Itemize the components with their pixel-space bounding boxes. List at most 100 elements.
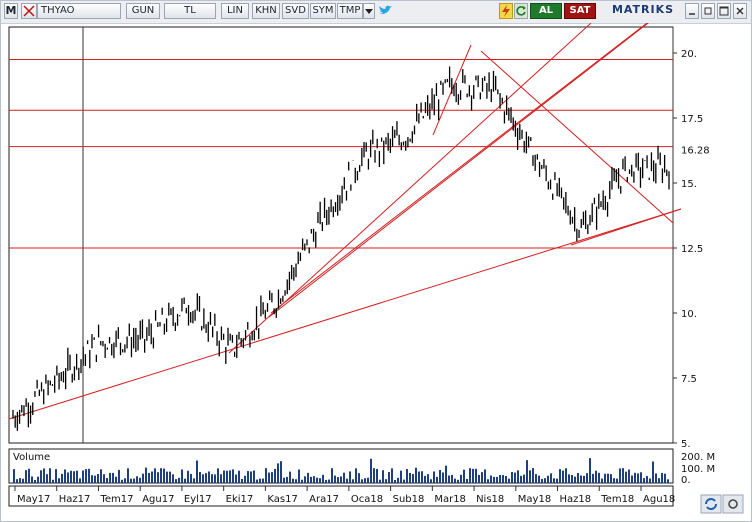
volume-bar <box>127 468 129 483</box>
volume-bar <box>262 478 264 483</box>
volume-bar <box>139 477 141 483</box>
volume-bar <box>106 477 108 483</box>
volume-bar <box>34 479 36 483</box>
volume-bar <box>238 470 240 483</box>
volume-bar <box>268 472 270 483</box>
volume-bar <box>199 472 201 483</box>
minimize-icon[interactable] <box>685 3 699 19</box>
volume-bar <box>334 475 336 483</box>
short-support-line <box>570 208 682 246</box>
volume-bar <box>439 469 441 483</box>
volume-bar <box>22 478 24 483</box>
volume-bar <box>640 472 642 483</box>
volume-bar <box>55 469 57 483</box>
volume-bar <box>397 477 399 483</box>
volume-bar <box>253 470 255 483</box>
volume-bar <box>637 473 639 483</box>
volume-bar <box>517 470 519 483</box>
volume-bar <box>436 476 438 483</box>
volume-bar <box>454 478 456 483</box>
volume-bar <box>394 479 396 483</box>
volume-bar <box>610 474 612 483</box>
volume-bar <box>370 458 372 483</box>
restore-icon[interactable] <box>701 3 715 19</box>
volume-bar <box>400 470 402 483</box>
sync-icon[interactable] <box>700 494 722 514</box>
volume-bar <box>283 477 285 483</box>
price-chart[interactable]: 20. 17.5 15. 12.5 10. 7.5 5. 16.28 Volume 200.… <box>1 23 751 521</box>
volume-bar <box>586 473 588 483</box>
twitter-bird-icon[interactable] <box>377 3 393 19</box>
volume-bar <box>505 476 507 483</box>
toolbar: M THYAO GUN TL LIN KHN SVD SYM TMP AL SA… <box>1 1 751 24</box>
symbol-field[interactable]: THYAO <box>37 3 121 19</box>
volume-bar <box>286 476 288 483</box>
refresh-icon[interactable] <box>514 3 528 19</box>
volume-bar <box>379 479 381 483</box>
crosshair-icon[interactable] <box>21 3 37 19</box>
volume-bar <box>208 471 210 483</box>
volume-bar <box>406 469 408 483</box>
volume-bar <box>409 473 411 483</box>
time-tick-label: Oca18 <box>351 494 383 505</box>
volume-bar <box>19 478 21 483</box>
volume-bar <box>568 474 570 483</box>
currency-button[interactable]: TL <box>164 3 216 19</box>
volume-bar <box>151 471 153 483</box>
time-tick-label: Eyl17 <box>184 494 212 505</box>
buy-button[interactable]: AL <box>530 3 562 19</box>
volume-bar <box>223 470 225 483</box>
lightning-icon[interactable] <box>499 3 513 19</box>
volume-bar <box>415 467 417 483</box>
volume-bar <box>502 475 504 483</box>
sym-button[interactable]: SYM <box>310 3 336 19</box>
volume-bar <box>295 479 297 483</box>
volume-bar <box>331 468 333 483</box>
volume-bar <box>541 478 543 483</box>
time-tick-label: Eki17 <box>226 494 254 505</box>
channel-upper-line <box>228 23 592 354</box>
period-button[interactable]: GUN <box>126 3 160 19</box>
volume-bar <box>310 476 312 483</box>
volume-bar <box>13 469 15 483</box>
volume-bar <box>469 468 471 483</box>
svd-button[interactable]: SVD <box>282 3 309 19</box>
volume-bar <box>289 471 291 483</box>
volume-bar <box>250 471 252 483</box>
time-tick-label: Agu18 <box>643 494 675 505</box>
volume-bar <box>658 478 660 483</box>
volume-bar <box>31 476 33 483</box>
sell-button[interactable]: SAT <box>564 3 596 19</box>
menu-button[interactable]: M <box>4 3 18 19</box>
volume-bar <box>343 472 345 483</box>
volume-bar <box>457 479 459 483</box>
scale-button[interactable]: LIN <box>221 3 249 19</box>
volume-bar <box>580 475 582 483</box>
volume-bar <box>130 478 132 483</box>
volume-bar <box>322 474 324 483</box>
horizontal-levels <box>9 59 673 249</box>
volume-bar <box>229 470 231 483</box>
volume-bar <box>421 471 423 483</box>
volume-bar <box>85 469 87 483</box>
volume-bar <box>205 473 207 483</box>
price-axis-ticks: 20. 17.5 15. 12.5 10. 7.5 5. <box>673 49 703 450</box>
close-icon[interactable] <box>733 3 747 19</box>
volume-bar <box>175 479 177 483</box>
khn-button[interactable]: KHN <box>252 3 280 19</box>
chevron-down-icon[interactable] <box>363 3 375 19</box>
time-tick-label: Haz18 <box>560 494 592 505</box>
volume-bar <box>337 477 339 483</box>
volume-bar <box>364 478 366 483</box>
volume-bar <box>112 472 114 483</box>
volume-bar <box>76 470 78 483</box>
volume-bar <box>100 469 102 483</box>
template-button[interactable]: TMP <box>337 3 363 19</box>
volume-bar <box>49 468 51 483</box>
maximize-icon[interactable] <box>717 3 731 19</box>
price-tick-label: 5. <box>681 439 691 450</box>
settings-icon[interactable] <box>722 494 744 514</box>
time-tick-label: Kas17 <box>267 494 297 505</box>
volume-bar <box>565 468 567 483</box>
